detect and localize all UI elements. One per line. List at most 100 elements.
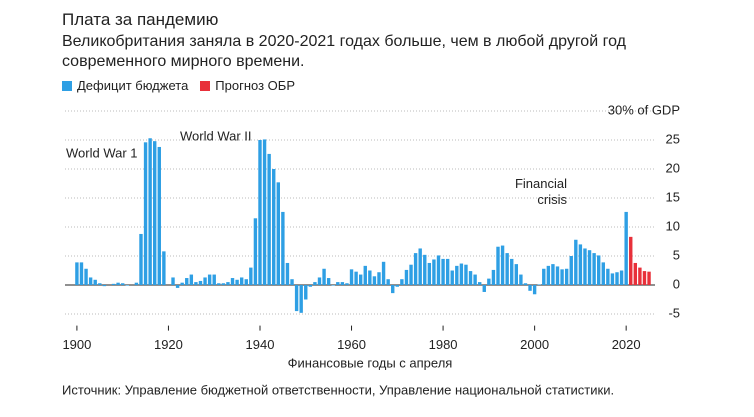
bar — [75, 262, 79, 285]
bar — [500, 245, 505, 285]
bar — [432, 259, 436, 285]
bar — [84, 268, 88, 285]
bar — [519, 274, 523, 285]
bar — [633, 262, 638, 285]
x-tick-label: 1960 — [337, 337, 366, 352]
y-tick-label: 10 — [666, 218, 680, 233]
bar — [510, 258, 514, 285]
bar — [221, 283, 226, 285]
bar — [189, 274, 194, 285]
bar — [326, 278, 331, 285]
bar — [560, 269, 564, 285]
bar — [587, 250, 592, 285]
legend-label: Прогноз ОБР — [215, 78, 295, 93]
x-tick-label: 1900 — [62, 337, 91, 352]
bar — [418, 248, 422, 285]
bar — [537, 284, 541, 285]
bar — [555, 266, 560, 285]
bar — [473, 274, 477, 285]
bar — [88, 277, 93, 285]
bar — [272, 169, 276, 285]
bar — [514, 264, 519, 285]
y-tick-label: 30% of GDP — [608, 102, 680, 117]
bar — [487, 278, 491, 285]
bar — [354, 271, 358, 285]
bar — [358, 274, 363, 285]
x-tick-label: 2000 — [520, 337, 549, 352]
bar — [162, 251, 166, 285]
x-tick-label: 1940 — [246, 337, 275, 352]
legend-item: Прогноз ОБР — [200, 78, 295, 93]
bar — [198, 280, 203, 285]
bar — [363, 265, 367, 285]
y-tick-label: 25 — [666, 131, 680, 146]
bar — [180, 282, 184, 285]
bar — [496, 246, 500, 285]
bar — [304, 285, 308, 300]
bar — [642, 271, 647, 285]
bar — [578, 244, 583, 285]
bar — [606, 268, 610, 285]
x-axis-label: Финансовые годы с апреля — [288, 355, 453, 370]
bar — [171, 277, 175, 285]
bar — [148, 138, 152, 285]
bar — [564, 268, 569, 285]
bar — [194, 282, 198, 285]
bar — [368, 270, 372, 285]
bar — [93, 279, 97, 285]
bar — [532, 285, 537, 295]
bar — [542, 268, 546, 285]
bar — [491, 269, 496, 285]
bar — [212, 274, 216, 285]
bar — [285, 262, 290, 285]
bar — [345, 283, 349, 285]
bar — [134, 282, 139, 285]
bar — [583, 248, 587, 285]
legend-item: Дефицит бюджета — [62, 78, 188, 93]
bar — [468, 271, 473, 285]
bar — [445, 258, 450, 285]
bar — [116, 282, 120, 285]
bar — [336, 282, 340, 285]
bar — [230, 278, 235, 285]
bar — [267, 153, 271, 285]
bar — [120, 283, 125, 285]
bar — [262, 139, 267, 285]
bar — [464, 264, 468, 285]
bar — [290, 279, 294, 285]
bar — [551, 264, 555, 285]
y-tick-label: 15 — [666, 189, 680, 204]
bar — [322, 268, 326, 285]
chart-title: Плата за пандемию — [62, 10, 219, 29]
bar — [294, 285, 299, 312]
bar — [111, 283, 116, 285]
chart-subtitle: Великобритания заняла в 2020-2021 годах … — [62, 33, 626, 70]
bar — [427, 262, 432, 285]
x-tick-label: 1980 — [429, 337, 458, 352]
y-tick-label: 0 — [673, 276, 680, 291]
bar — [331, 285, 335, 286]
bar — [244, 279, 248, 285]
bar — [441, 258, 445, 285]
bar — [157, 146, 161, 285]
bar — [413, 253, 418, 285]
bar — [391, 285, 395, 294]
bar — [125, 285, 129, 286]
bar — [505, 253, 509, 285]
bar — [308, 285, 313, 287]
bar — [629, 236, 633, 285]
bar — [528, 285, 532, 291]
y-tick-label: 20 — [666, 160, 680, 175]
legend: Дефицит бюджета Прогноз ОБР — [62, 78, 295, 93]
bar — [477, 282, 482, 285]
bar — [597, 255, 601, 285]
bar — [217, 283, 221, 285]
y-tick-label: 5 — [673, 247, 680, 262]
bar — [299, 285, 303, 313]
bar — [175, 285, 180, 288]
bar — [79, 262, 84, 285]
bar — [404, 269, 409, 285]
bar — [349, 269, 354, 285]
